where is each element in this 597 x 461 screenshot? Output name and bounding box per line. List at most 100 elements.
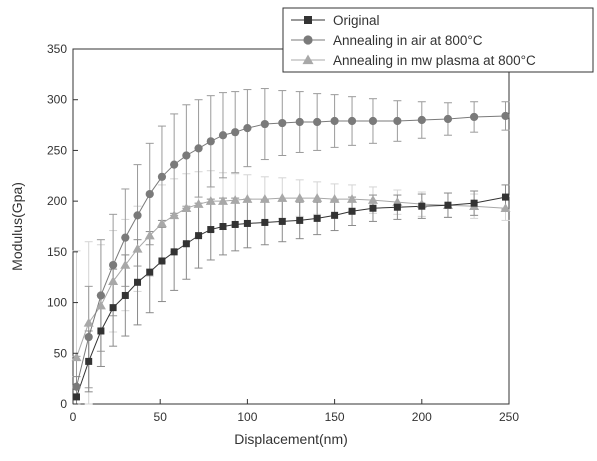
data-point bbox=[470, 112, 479, 122]
data-point bbox=[295, 117, 304, 127]
data-point bbox=[502, 193, 510, 201]
legend: Original Annealing in air at 800°C Anneali… bbox=[282, 7, 594, 73]
data-point bbox=[277, 193, 288, 202]
data-point bbox=[207, 226, 215, 234]
data-point bbox=[444, 201, 452, 209]
data-point bbox=[230, 195, 241, 204]
y-tick-label: 100 bbox=[47, 296, 67, 310]
y-tick-label: 200 bbox=[47, 194, 67, 208]
data-point bbox=[95, 300, 106, 310]
data-point bbox=[331, 211, 339, 219]
data-point bbox=[242, 194, 253, 203]
data-point bbox=[443, 114, 453, 124]
data-point bbox=[218, 131, 228, 140]
data-point bbox=[369, 204, 377, 212]
data-point bbox=[205, 196, 216, 205]
data-point bbox=[145, 189, 154, 199]
data-point bbox=[392, 197, 403, 206]
data-point bbox=[278, 217, 286, 225]
data-point bbox=[133, 211, 142, 220]
data-point bbox=[330, 116, 339, 126]
data-point bbox=[156, 218, 167, 228]
legend-label: Original bbox=[333, 13, 380, 28]
data-point bbox=[121, 291, 129, 299]
x-tick-label: 150 bbox=[325, 410, 345, 424]
data-point bbox=[121, 233, 130, 242]
legend-label: Annealing in air at 800°C bbox=[333, 33, 483, 48]
data-point bbox=[329, 194, 340, 203]
data-point bbox=[108, 276, 119, 286]
y-axis-title: Modulus(Gpa) bbox=[9, 182, 25, 271]
x-axis: 0 50 100 150 200 250 bbox=[70, 399, 519, 424]
data-point bbox=[278, 118, 287, 128]
legend-marker bbox=[303, 35, 313, 45]
data-point bbox=[500, 203, 511, 212]
data-point bbox=[219, 223, 227, 230]
data-point bbox=[501, 111, 510, 121]
data-point bbox=[393, 116, 402, 126]
data-point bbox=[194, 144, 203, 153]
data-point bbox=[158, 257, 166, 265]
series-line-0 bbox=[76, 196, 506, 398]
data-point bbox=[470, 199, 478, 207]
data-point bbox=[83, 317, 94, 327]
data-point bbox=[259, 194, 270, 203]
data-point bbox=[170, 160, 179, 169]
y-tick-label: 0 bbox=[60, 397, 67, 411]
data-point bbox=[347, 116, 357, 126]
data-point bbox=[132, 243, 143, 253]
data-point bbox=[109, 304, 117, 312]
y-tick-label: 250 bbox=[47, 143, 67, 157]
data-point bbox=[195, 232, 203, 240]
data-point bbox=[193, 199, 204, 208]
data-point bbox=[146, 268, 154, 276]
data-point bbox=[231, 220, 239, 228]
data-point bbox=[96, 291, 106, 300]
x-axis-title: Displacement(nm) bbox=[234, 431, 348, 447]
data-point bbox=[368, 116, 378, 126]
data-point bbox=[417, 115, 426, 125]
data-point bbox=[243, 219, 251, 227]
legend-label: Annealing in mw plasma at 800°C bbox=[333, 53, 536, 68]
y-tick-label: 350 bbox=[47, 42, 67, 56]
data-point bbox=[231, 128, 240, 137]
data-point bbox=[294, 193, 305, 202]
data-point bbox=[261, 218, 269, 226]
x-tick-label: 250 bbox=[499, 410, 519, 424]
data-point bbox=[182, 151, 191, 160]
data-point bbox=[72, 393, 80, 401]
data-point bbox=[206, 137, 215, 146]
data-point bbox=[97, 327, 105, 335]
y-tick-label: 300 bbox=[47, 93, 67, 107]
data-point bbox=[312, 193, 323, 202]
x-tick-label: 200 bbox=[412, 410, 432, 424]
data-point bbox=[109, 260, 118, 270]
data-point bbox=[85, 357, 93, 365]
legend-marker bbox=[302, 54, 314, 65]
data-point bbox=[169, 210, 180, 220]
y-tick-label: 150 bbox=[47, 245, 67, 259]
x-tick-label: 50 bbox=[154, 410, 168, 424]
legend-marker bbox=[304, 16, 312, 24]
data-point bbox=[418, 202, 426, 210]
plot-frame bbox=[72, 48, 510, 405]
data-point bbox=[120, 260, 131, 269]
y-tick-label: 50 bbox=[54, 346, 68, 360]
data-point bbox=[347, 194, 358, 203]
data-point bbox=[182, 240, 190, 248]
data-point bbox=[243, 124, 252, 133]
data-point bbox=[260, 119, 269, 129]
data-point bbox=[313, 214, 321, 222]
markers-layer bbox=[71, 111, 511, 401]
series-lines-layer bbox=[76, 115, 506, 398]
data-point bbox=[181, 203, 192, 212]
data-point bbox=[144, 230, 155, 240]
plot-area bbox=[71, 48, 511, 405]
legend-box bbox=[282, 7, 594, 73]
x-tick-label: 100 bbox=[237, 410, 257, 424]
data-point bbox=[313, 117, 322, 127]
data-point bbox=[71, 352, 82, 362]
data-point bbox=[348, 207, 356, 215]
data-point bbox=[296, 216, 304, 224]
